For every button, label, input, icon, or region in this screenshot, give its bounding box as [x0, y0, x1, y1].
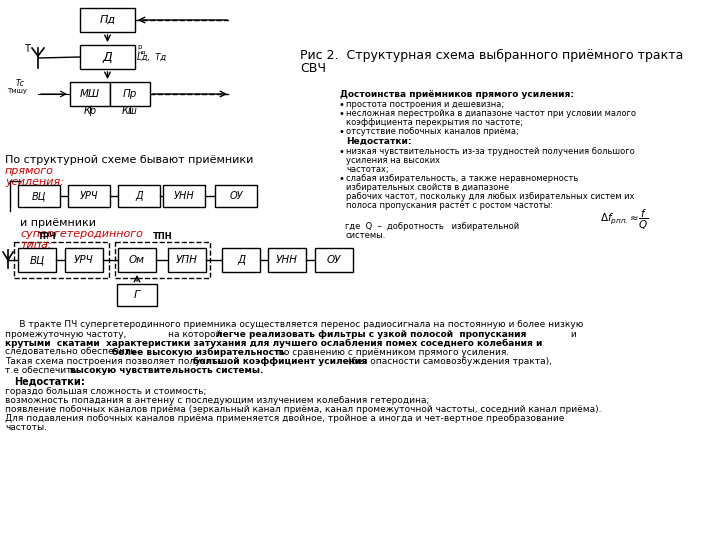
Text: промежуточную частоту,: промежуточную частоту, [5, 330, 127, 339]
Bar [14, 242, 109, 278]
Text: Недостатки:: Недостатки: [346, 137, 412, 146]
Bar [215, 185, 257, 207]
Text: В тракте ПЧ супергетеродинного приемника осуществляется перенос радиосигнала на : В тракте ПЧ супергетеродинного приемника… [5, 320, 583, 329]
Text: простота построения и дешевизна;: простота построения и дешевизна; [346, 100, 504, 109]
Bar [118, 185, 160, 207]
Text: усиления на высоких: усиления на высоких [346, 156, 440, 165]
Text: Достоинства приёмников прямого усиления:: Достоинства приёмников прямого усиления: [340, 90, 574, 99]
Text: типа:: типа: [20, 240, 52, 250]
Text: Т: Т [24, 44, 30, 54]
Text: Lд,  Тд: Lд, Тд [137, 53, 166, 62]
Text: коэффициента перекрытия по частоте;: коэффициента перекрытия по частоте; [346, 118, 523, 127]
Text: низкая чувствительность из-за трудностей получения большого: низкая чувствительность из-за трудностей… [346, 147, 635, 156]
Text: отсутствие побочных каналов приёма;: отсутствие побочных каналов приёма; [346, 127, 518, 136]
Bar [168, 248, 206, 272]
Text: усиления:: усиления: [5, 177, 64, 187]
Text: легче реализовать фильтры с узкой полосой  пропускания: легче реализовать фильтры с узкой полосо… [216, 330, 526, 339]
Text: Рис 2.  Структурная схема выбранного приёмного тракта: Рис 2. Структурная схема выбранного приё… [300, 49, 683, 62]
Bar [18, 248, 56, 272]
Text: •: • [338, 174, 344, 184]
Text: системы.: системы. [345, 231, 385, 240]
Text: •: • [338, 127, 344, 137]
Text: частотах;: частотах; [346, 165, 389, 174]
Bar [315, 248, 353, 272]
Text: на которой: на которой [168, 330, 224, 339]
Text: Пд: Пд [99, 15, 116, 25]
Text: появление побочных каналов приёма (зеркальный канал приёма, канал промежуточной : появление побочных каналов приёма (зерка… [5, 405, 601, 414]
Text: следовательно обеспечить: следовательно обеспечить [5, 348, 138, 357]
Bar [110, 82, 150, 106]
Bar [115, 242, 210, 278]
Text: избирательных свойств в диапазоне: избирательных свойств в диапазоне [346, 183, 509, 192]
Text: Недостатки:: Недостатки: [14, 377, 85, 387]
Text: Кш: Кш [122, 106, 138, 116]
Text: По структурной схеме бывают приёмники: По структурной схеме бывают приёмники [5, 155, 257, 165]
Text: Пр: Пр [123, 89, 138, 99]
Text: •: • [338, 147, 344, 157]
Text: Д: Д [103, 51, 112, 64]
Text: •: • [338, 109, 344, 119]
Text: Тмшу: Тмшу [7, 88, 27, 94]
Text: по сравнению с приёмником прямого усиления.: по сравнению с приёмником прямого усилен… [275, 348, 509, 357]
Text: более высокую избирательность: более высокую избирательность [112, 348, 285, 357]
Bar [65, 248, 103, 272]
Text: крутыми  скатами  характеристики затухания для лучшего ослабления помех соседнег: крутыми скатами характеристики затухания… [5, 339, 542, 348]
Text: (без опасности самовозбуждения тракта),: (без опасности самовозбуждения тракта), [345, 357, 552, 366]
Text: полоса пропускания растёт с ростом частоты:: полоса пропускания растёт с ростом часто… [346, 201, 553, 210]
Text: возможность попадания в антенну с последующим излучением колебания гетеродина;: возможность попадания в антенну с послед… [5, 396, 429, 405]
Text: УПН: УПН [176, 255, 198, 265]
Text: р: р [137, 44, 141, 50]
Text: гораздо большая сложность и стоимость;: гораздо большая сложность и стоимость; [5, 387, 207, 396]
Text: ОУ: ОУ [327, 255, 341, 265]
Text: ТРЧ: ТРЧ [38, 232, 57, 241]
Text: частоты.: частоты. [5, 423, 47, 432]
Text: ВЦ: ВЦ [32, 191, 46, 201]
Text: прямого: прямого [5, 166, 54, 176]
Text: Д: Д [237, 255, 245, 265]
Bar [80, 45, 135, 69]
Text: т.е обеспечить: т.е обеспечить [5, 366, 80, 375]
Text: нд: нд [137, 49, 145, 54]
Text: Тс: Тс [16, 79, 25, 88]
Text: и: и [568, 330, 577, 339]
Text: Для подавления побочных каналов приёма применяется двойное, тройное а иногда и ч: Для подавления побочных каналов приёма п… [5, 414, 564, 423]
Bar [163, 185, 205, 207]
Text: большой коэффициент усиления: большой коэффициент усиления [193, 357, 367, 366]
Text: и приёмники: и приёмники [20, 218, 99, 228]
Text: Кр: Кр [84, 106, 96, 116]
Bar [68, 185, 110, 207]
Text: ОУ: ОУ [229, 191, 243, 201]
Text: Такая схема построения позволяет получить: Такая схема построения позволяет получит… [5, 357, 225, 366]
Bar [80, 8, 135, 32]
Text: рабочих частот, поскольку для любых избирательных систем их: рабочих частот, поскольку для любых изби… [346, 192, 634, 201]
Text: супергетеродинного: супергетеродинного [20, 229, 143, 239]
Text: УРЧ: УРЧ [80, 191, 98, 201]
Text: •: • [338, 100, 344, 110]
Text: МШ: МШ [80, 89, 100, 99]
Text: ВЦ: ВЦ [30, 255, 45, 265]
Text: ТПН: ТПН [153, 232, 172, 241]
Bar [70, 82, 110, 106]
Text: несложная перестройка в диапазоне частот при условии малого: несложная перестройка в диапазоне частот… [346, 109, 636, 118]
Bar [118, 248, 156, 272]
Text: УНН: УНН [276, 255, 298, 265]
Text: Д: Д [135, 191, 143, 201]
Bar [222, 248, 260, 272]
Bar [117, 284, 157, 306]
Text: Ом: Ом [129, 255, 145, 265]
Text: Г: Г [134, 290, 140, 300]
Text: $\Delta f_{рпп.}\!\approx\!\dfrac{f}{Q}$: $\Delta f_{рпп.}\!\approx\!\dfrac{f}{Q}$ [600, 208, 649, 232]
Text: УНН: УНН [174, 191, 194, 201]
Text: где  Q  –  добротность   избирательной: где Q – добротность избирательной [345, 222, 519, 231]
Text: УРЧ: УРЧ [74, 255, 94, 265]
Text: слабая избирательность, а также неравномерность: слабая избирательность, а также неравном… [346, 174, 578, 183]
Bar [18, 185, 60, 207]
Text: высокую чувствительность системы.: высокую чувствительность системы. [70, 366, 264, 375]
Bar [268, 248, 306, 272]
Text: СВЧ: СВЧ [300, 62, 326, 75]
